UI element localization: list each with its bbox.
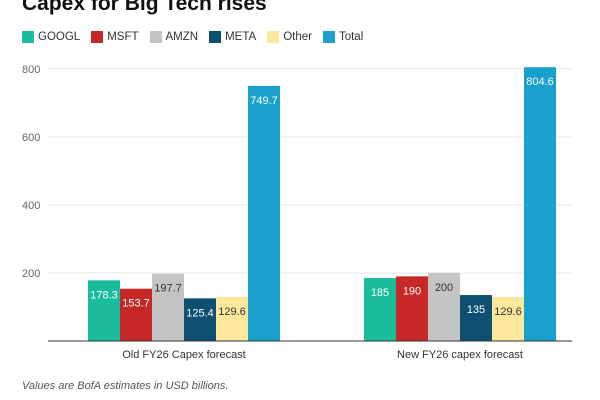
bar-amzn-new (428, 272, 460, 341)
data-label: 178.3 (90, 289, 118, 301)
bar-chart: 200 400 600 800 178.3 153.7 197.7 125.4 129.6 749… (22, 64, 572, 361)
data-label: 749.7 (250, 95, 278, 107)
legend-item-total: Total (322, 31, 364, 43)
legend-item-amzn: AMZN (149, 31, 199, 43)
legend-item-msft: MSFT (91, 31, 139, 43)
bar-meta-new (460, 295, 492, 341)
bar-googl-new (364, 278, 396, 341)
legend-label: MSFT (107, 31, 139, 43)
data-label: 125.4 (186, 307, 214, 319)
legend-swatch (267, 31, 280, 43)
bar-amzn-old (152, 273, 184, 341)
legend: GOOGL MSFT AMZN META Other Total (22, 29, 374, 45)
chart-title: Capex for Big Tech rises (22, 0, 267, 15)
data-label: 190 (403, 285, 421, 297)
y-tick-label: 400 (22, 200, 40, 212)
y-tick-label: 800 (22, 64, 40, 76)
category-label: Old FY26 Capex forecast (122, 349, 246, 361)
bar-msft-old (120, 288, 152, 341)
bar-googl-old (88, 280, 120, 341)
legend-label: META (225, 31, 257, 43)
legend-label: AMZN (165, 31, 199, 43)
data-label: 129.6 (218, 306, 246, 318)
bar-other-new (492, 296, 524, 341)
data-label: 197.7 (154, 283, 182, 295)
legend-label: Total (338, 31, 364, 43)
y-tick-label: 600 (22, 132, 40, 144)
bar-meta-old (184, 298, 216, 341)
legend-item-googl: GOOGL (22, 31, 80, 43)
source-note: Values are BofA estimates in USD billion… (22, 380, 229, 392)
legend-swatch (149, 31, 162, 43)
bar-total-new (524, 67, 556, 342)
legend-label: Other (283, 31, 312, 43)
data-label: 804.6 (526, 76, 554, 88)
data-label: 200 (435, 282, 453, 294)
data-label: 185 (371, 287, 389, 299)
data-label: 153.7 (122, 298, 150, 310)
legend-swatch (209, 31, 222, 43)
bar-msft-new (396, 276, 428, 341)
y-tick-label: 200 (22, 268, 40, 280)
legend-swatch (322, 31, 335, 43)
category-label: New FY26 capex forecast (397, 349, 523, 361)
bar-total-old (248, 85, 280, 341)
data-label: 129.6 (494, 306, 522, 318)
bar-other-old (216, 296, 248, 341)
legend-swatch (22, 31, 34, 43)
legend-swatch (91, 31, 104, 43)
legend-item-meta: META (209, 31, 256, 43)
legend-label: GOOGL (38, 31, 81, 43)
legend-item-other: Other (267, 31, 312, 43)
data-label: 135 (467, 304, 485, 316)
